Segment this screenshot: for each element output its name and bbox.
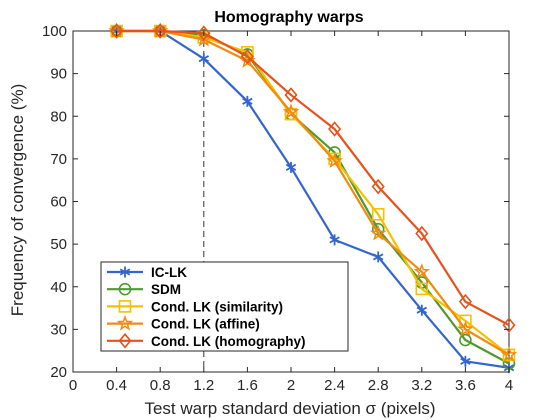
x-tick-label: 2 [287,377,295,394]
y-tick-label: 70 [50,151,67,168]
legend-item: Cond. LK (affine) [107,314,260,332]
data-point [282,103,300,120]
x-tick-label: 2.4 [324,377,345,394]
x-tick-label: 3.6 [455,377,476,394]
asterisk-stroke [460,357,471,365]
y-tick-label: 40 [50,279,67,296]
legend-marker [118,333,132,349]
legend-marker [116,314,134,331]
data-point [460,355,471,367]
asterisk-stroke [329,236,340,244]
asterisk-stroke [372,253,384,261]
data-point [502,317,516,333]
data-point [371,207,385,221]
data-point [110,23,124,39]
legend-item: SDM [107,282,181,297]
x-tick-label: 1.6 [237,377,258,394]
asterisk-stroke [242,97,253,105]
data-point [416,304,428,316]
y-tick-label: 90 [50,66,67,83]
data-point [153,23,167,39]
series-cond-lk-homography [110,23,516,333]
data-point [457,320,474,337]
data-point [458,293,472,310]
data-point [369,224,387,241]
asterisk-stroke [119,268,131,276]
data-point [328,121,342,137]
data-point [242,95,253,107]
x-tick-label: 0 [69,377,77,394]
legend-label: Cond. LK (similarity) [151,299,283,314]
legend-item: Cond. LK (similarity) [107,299,283,314]
data-point [415,225,429,242]
chart-title: Homography warps [214,9,363,26]
x-tick-label: 1.2 [193,377,214,394]
data-point [500,346,518,362]
series-line [116,29,510,356]
data-point [197,25,211,41]
y-tick-label: 80 [50,108,67,125]
legend-label: SDM [151,282,181,297]
data-point [372,251,384,263]
asterisk-stroke [416,306,428,314]
y-tick-label: 20 [50,364,67,381]
x-tick-label: 0.4 [106,377,127,394]
legend-marker [118,282,132,296]
legend-label: Cond. LK (homography) [151,334,305,349]
x-axis-label: Test warp standard deviation σ (pixels) [144,399,435,418]
legend-item: IC-LK [107,265,187,280]
y-tick-label: 30 [50,321,67,338]
x-tick-label: 4 [505,377,513,394]
data-point [415,282,429,296]
data-point [198,53,210,65]
legend-item: Cond. LK (homography) [107,333,305,349]
y-tick-label: 50 [50,236,67,253]
legend-label: Cond. LK (affine) [151,317,260,332]
y-axis-label: Frequency of convergence (%) [8,84,27,316]
data-point [285,161,297,173]
asterisk-stroke [198,55,210,63]
data-point [329,234,340,246]
series-cond-lk-affine [108,22,518,362]
y-tick-label: 100 [42,23,67,40]
data-point [371,178,385,195]
data-point [195,30,213,47]
data-point [284,87,298,103]
x-tick-label: 0.8 [150,377,171,394]
data-point [459,333,472,347]
data-point [413,263,431,279]
x-tick-label: 3.2 [411,377,432,394]
legend: IC-LK SDM Cond. LK (similarity) Cond. LK (a… [100,261,349,352]
legend-marker [119,266,131,278]
data-point [240,48,254,65]
series-line [116,29,510,327]
asterisk-stroke [285,163,297,171]
data-point [326,152,343,169]
data-point [284,107,298,121]
series-line [116,29,510,369]
x-tick-label: 2.8 [368,377,389,394]
legend-marker [118,300,132,313]
legend-label: IC-LK [151,265,187,280]
y-tick-label: 60 [50,194,67,211]
